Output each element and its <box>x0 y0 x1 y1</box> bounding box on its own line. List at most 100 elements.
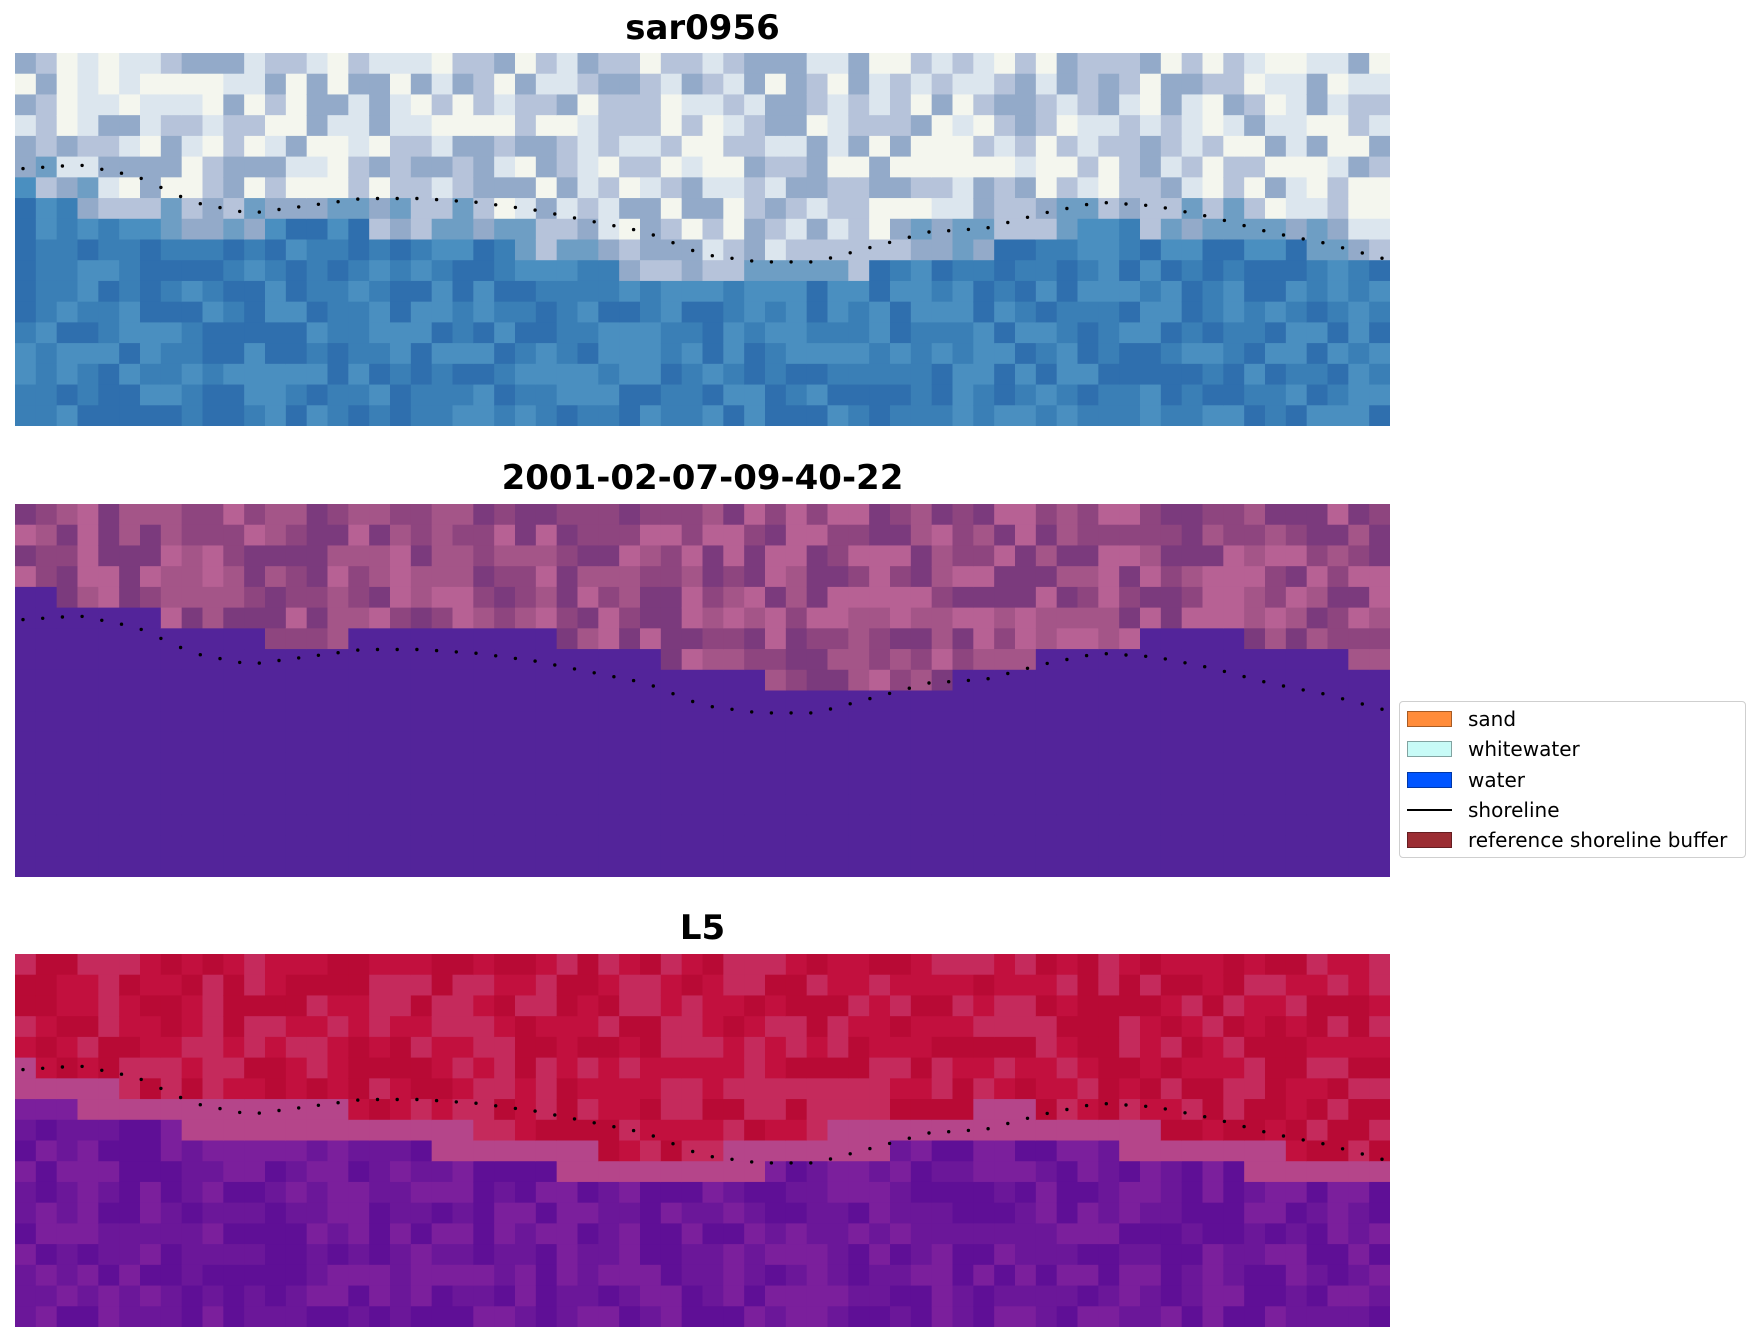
raster-pixel <box>1056 1016 1079 1038</box>
raster-pixel <box>265 1285 287 1307</box>
raster-pixel <box>1098 405 1120 426</box>
shoreline-point <box>533 659 537 663</box>
raster-pixel <box>556 156 579 178</box>
raster-pixel <box>1160 794 1183 816</box>
raster-pixel <box>910 773 933 795</box>
shoreline-point <box>316 653 321 657</box>
raster-pixel <box>244 752 266 774</box>
raster-pixel <box>494 73 516 96</box>
raster-pixel <box>931 835 954 857</box>
raster-pixel <box>1056 607 1079 629</box>
raster-pixel <box>952 628 974 650</box>
raster-pixel <box>598 1099 620 1121</box>
shoreline-point <box>691 1149 695 1154</box>
raster-pixel <box>848 1202 870 1224</box>
raster-pixel <box>535 856 558 877</box>
raster-pixel <box>410 1181 433 1204</box>
raster-pixel <box>140 954 162 976</box>
raster-pixel <box>994 974 1016 997</box>
raster-pixel <box>327 711 349 733</box>
raster-pixel <box>869 1057 891 1079</box>
shoreline-point <box>356 197 360 201</box>
raster-pixel <box>410 649 433 671</box>
raster-pixel <box>98 566 120 588</box>
raster-pixel <box>244 301 266 323</box>
raster-pixel <box>619 1119 641 1142</box>
raster-pixel <box>1285 115 1308 137</box>
raster-pixel <box>827 343 849 365</box>
raster-pixel <box>515 177 537 199</box>
raster-pixel <box>619 566 641 588</box>
raster-pixel <box>577 260 599 282</box>
raster-pixel <box>598 690 620 712</box>
raster-pixel <box>619 363 641 386</box>
raster-pixel <box>140 628 162 650</box>
shoreline-point <box>1045 1111 1049 1116</box>
raster-pixel <box>744 343 766 365</box>
raster-pixel <box>598 814 620 837</box>
raster-pixel <box>1035 995 1058 1017</box>
shoreline-point <box>375 1097 380 1102</box>
raster-pixel <box>1265 343 1287 365</box>
raster-pixel <box>202 73 224 96</box>
raster-pixel <box>1160 649 1183 671</box>
raster-pixel <box>390 1016 412 1038</box>
raster-pixel <box>556 1306 579 1327</box>
raster-pixel <box>535 198 558 220</box>
raster-pixel <box>556 954 579 976</box>
raster-pixel <box>890 1078 912 1100</box>
raster-pixel <box>348 1223 370 1245</box>
raster-pixel <box>1202 773 1224 795</box>
raster-pixel <box>390 690 412 712</box>
raster-pixel <box>556 794 579 816</box>
raster-pixel <box>473 954 495 976</box>
raster-pixel <box>98 954 120 976</box>
raster-pixel <box>910 301 933 323</box>
raster-pixel <box>598 301 620 323</box>
raster-pixel <box>1119 94 1141 116</box>
raster-pixel <box>994 856 1016 877</box>
raster-pixel <box>1285 94 1308 116</box>
raster-pixel <box>369 1223 391 1245</box>
raster-pixel <box>390 524 412 547</box>
shoreline-point <box>1163 1107 1168 1111</box>
raster-pixel <box>285 1264 308 1287</box>
raster-pixel <box>244 198 266 220</box>
raster-pixel <box>1327 1306 1349 1327</box>
raster-pixel <box>619 73 641 96</box>
raster-pixel <box>306 1078 329 1100</box>
raster-pixel <box>1015 856 1037 877</box>
raster-pixel <box>952 731 974 754</box>
raster-pixel <box>285 814 308 837</box>
raster-pixel <box>806 794 829 816</box>
raster-pixel <box>1202 1036 1224 1059</box>
raster-pixel <box>660 649 683 671</box>
raster-pixel <box>494 731 516 754</box>
raster-pixel <box>160 1244 183 1266</box>
raster-pixel <box>77 566 99 588</box>
raster-pixel <box>1244 1181 1266 1204</box>
raster-pixel <box>140 1306 162 1327</box>
raster-pixel <box>619 1223 641 1245</box>
raster-pixel <box>1327 301 1349 323</box>
raster-pixel <box>619 239 641 261</box>
raster-pixel <box>1015 1244 1037 1266</box>
raster-pixel <box>327 280 349 303</box>
shoreline-point <box>750 710 754 714</box>
raster-pixel <box>15 835 37 857</box>
raster-pixel <box>619 198 641 220</box>
raster-pixel <box>765 607 787 629</box>
raster-pixel <box>723 1161 745 1183</box>
raster-pixel <box>265 1140 287 1162</box>
raster-pixel <box>35 1036 58 1059</box>
raster-pixel <box>77 607 99 629</box>
raster-pixel <box>35 384 58 406</box>
raster-pixel <box>973 773 995 795</box>
raster-pixel <box>1140 53 1162 75</box>
raster-pixel <box>202 628 224 650</box>
raster-pixel <box>410 690 433 712</box>
raster-pixel <box>681 752 704 774</box>
raster-pixel <box>973 1223 995 1245</box>
raster-pixel <box>702 1057 724 1079</box>
raster-pixel <box>1265 1099 1287 1121</box>
